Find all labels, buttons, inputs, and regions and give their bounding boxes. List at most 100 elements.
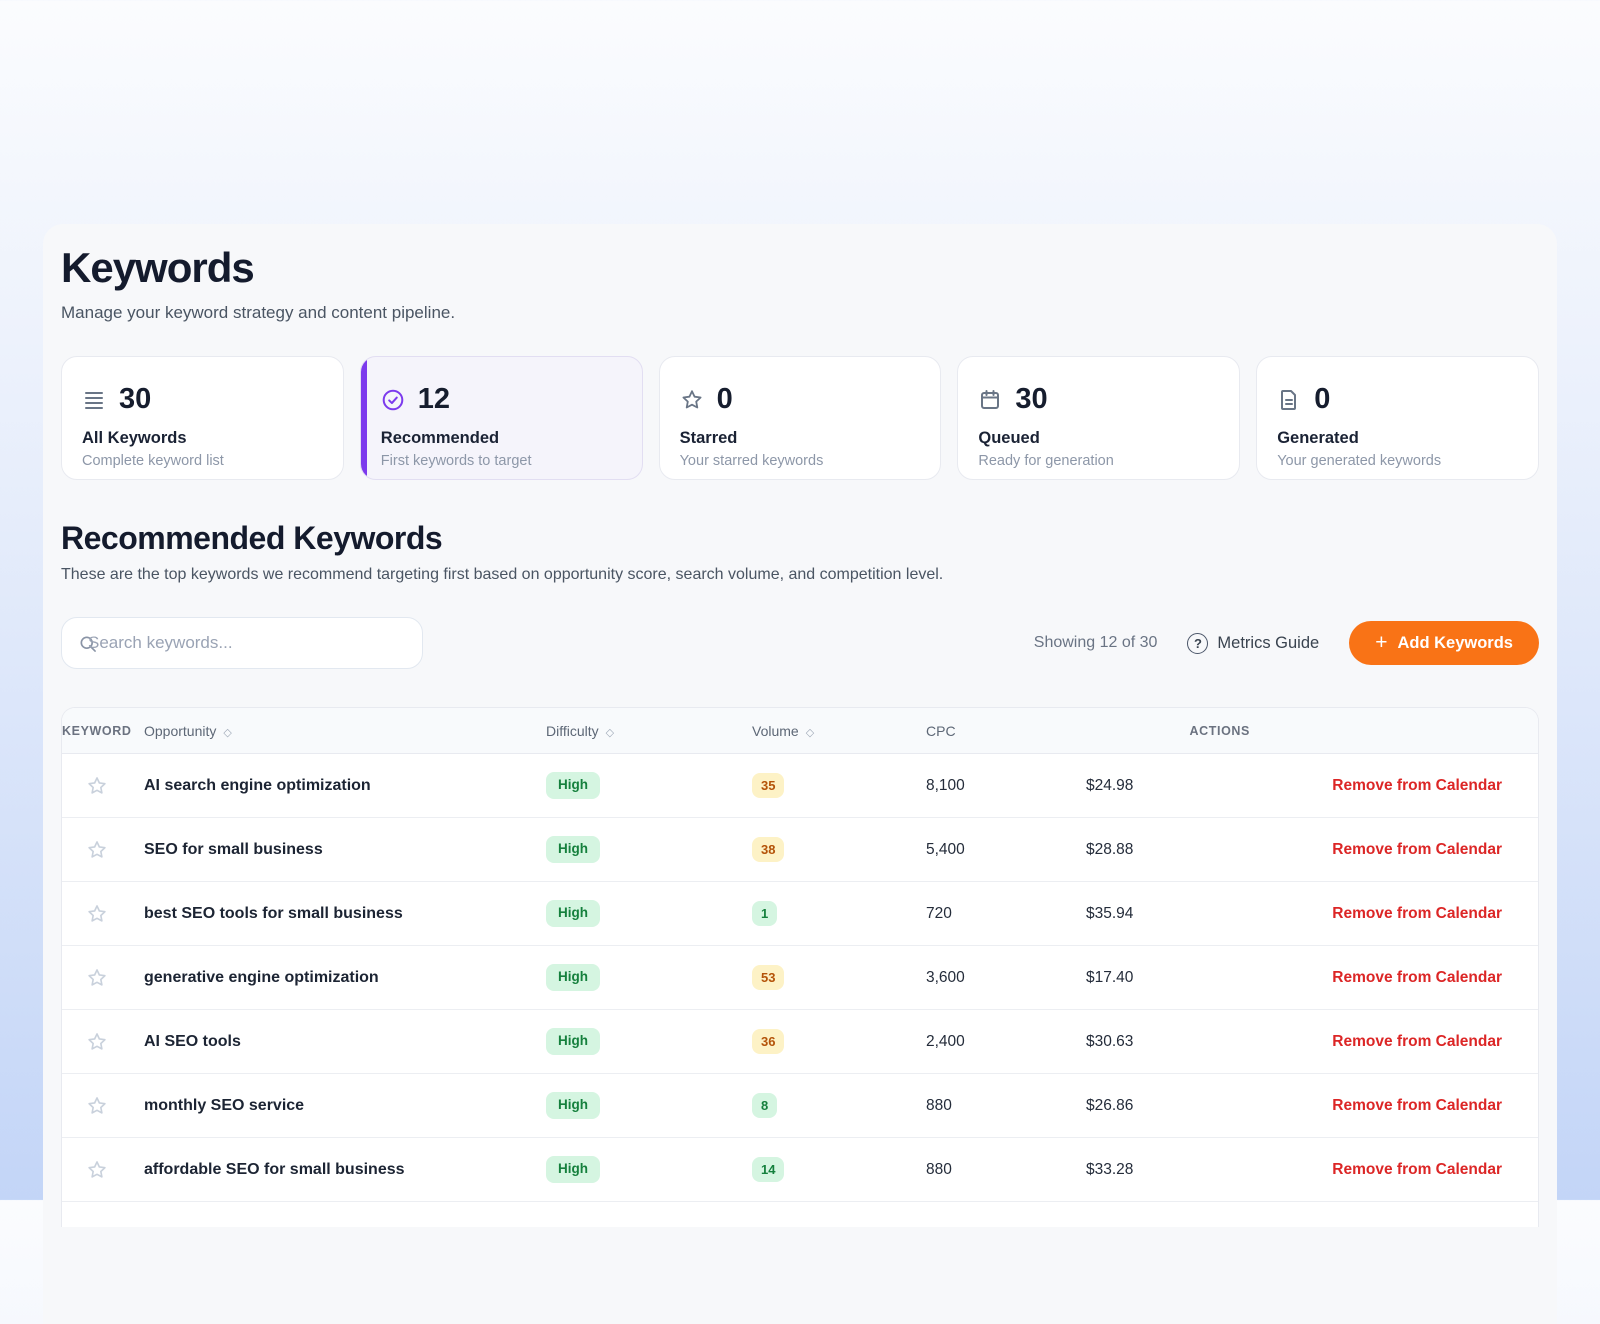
keyword-name: best SEO tools for small business [144,904,403,922]
difficulty-badge: 53 [752,964,785,991]
difficulty-badge: 1 [752,900,778,927]
remove-from-calendar-link[interactable]: Remove from Calendar [1332,776,1502,794]
remove-from-calendar-link[interactable]: Remove from Calendar [1332,1160,1502,1178]
column-header-keyword: KEYWORD [62,723,132,738]
section-title: Recommended Keywords [61,520,443,556]
stat-value: 12 [417,383,451,415]
keyword-name: AI search engine optimization [144,776,371,794]
sort-icon: ◇ [223,726,232,739]
table-row: best SEO tools for small business High 1… [62,882,1538,946]
stat-label: All Keywords [82,429,187,447]
cpc-value: $35.94 [1086,904,1134,922]
question-circle-icon: ? [1187,632,1209,654]
stat-label: Queued [978,429,1040,447]
column-header-opportunity[interactable]: Opportunity ◇ [144,722,232,739]
star-icon [680,388,704,412]
difficulty-badge: 38 [752,836,785,863]
keywords-table: KEYWORD Opportunity ◇ Difficulty ◇ Volume ◇ CPC… [61,707,1539,1227]
stat-value: 30 [1015,383,1048,415]
stat-card-all-keywords[interactable]: 30 All Keywords Complete keyword list [61,356,344,480]
stat-card-generated[interactable]: 0 Generated Your generated keywords [1256,356,1539,480]
column-header-difficulty[interactable]: Difficulty ◇ [546,722,615,739]
cpc-value: $24.98 [1086,776,1134,794]
cpc-value: $28.88 [1086,840,1134,858]
table-row: AI search engine optimization High 35 8,… [62,754,1538,818]
stat-label: Recommended [380,429,500,447]
column-header-cpc: CPC [926,722,956,739]
opportunity-badge: High [546,1156,600,1183]
document-icon [1277,388,1301,412]
remove-from-calendar-link[interactable]: Remove from Calendar [1332,968,1502,986]
search-input[interactable] [62,618,422,668]
active-accent-bar [360,357,367,479]
showing-count: Showing 12 of 30 [1033,634,1158,651]
stat-label: Starred [679,429,738,447]
toolbar-right: Showing 12 of 30 ? Metrics Guide + Add K… [1034,621,1539,665]
stat-card-queued[interactable]: 30 Queued Ready for generation [957,356,1241,480]
volume-value: 5,400 [926,840,965,858]
remove-from-calendar-link[interactable]: Remove from Calendar [1332,840,1502,858]
opportunity-badge: High [546,900,600,927]
page-title: Keywords [61,244,255,291]
volume-value: 880 [926,1096,952,1114]
stat-card-recommended[interactable]: 12 Recommended First keywords to target [359,356,643,480]
volume-value: 2,400 [926,1032,965,1050]
star-icon[interactable] [86,1095,108,1117]
star-icon[interactable] [86,1031,108,1053]
opportunity-badge: High [546,1092,600,1119]
keyword-name: AI SEO tools [144,1032,241,1050]
star-icon[interactable] [86,839,108,861]
stats-row: 30 All Keywords Complete keyword list 12 Rec… [61,356,1539,480]
stat-value: 30 [119,383,152,415]
table-row: SEO for small business High 38 5,400 $28… [62,818,1538,882]
stat-value: 0 [716,383,733,415]
keyword-name: affordable SEO for small business [144,1160,405,1178]
cpc-value: $17.40 [1086,968,1134,986]
search-box [61,617,423,669]
table-header-row: KEYWORD Opportunity ◇ Difficulty ◇ Volume ◇ CPC… [62,708,1538,754]
stat-description: First keywords to target [380,453,532,469]
opportunity-badge: High [546,964,600,991]
opportunity-badge: High [546,836,600,863]
stat-description: Your generated keywords [1277,453,1442,469]
table-row: AI SEO tools High 36 2,400 $30.63 Remove… [62,1010,1538,1074]
table-row: affordable SEO for small business High 1… [62,1138,1538,1202]
remove-from-calendar-link[interactable]: Remove from Calendar [1332,904,1502,922]
opportunity-badge: High [546,772,600,799]
star-icon[interactable] [86,775,108,797]
metrics-guide-button[interactable]: ? Metrics Guide [1187,632,1320,654]
stat-description: Complete keyword list [82,453,224,469]
add-keywords-button[interactable]: + Add Keywords [1349,621,1539,665]
table-body: AI search engine optimization High 35 8,… [62,754,1538,1202]
sort-icon: ◇ [805,726,815,739]
keyword-name: monthly SEO service [144,1096,305,1114]
metrics-guide-label: Metrics Guide [1217,633,1320,652]
calendar-icon [978,388,1002,412]
remove-from-calendar-link[interactable]: Remove from Calendar [1332,1032,1502,1050]
stat-description: Your starred keywords [679,453,824,469]
stat-card-starred[interactable]: 0 Starred Your starred keywords [658,356,942,480]
column-header-volume[interactable]: Volume ◇ [752,722,815,739]
table-row: monthly SEO service High 8 880 $26.86 Re… [62,1074,1538,1138]
star-icon[interactable] [86,967,108,989]
sort-icon: ◇ [605,726,615,739]
star-icon[interactable] [86,903,108,925]
keyword-name: generative engine optimization [144,968,379,986]
volume-value: 720 [926,904,952,922]
list-icon [82,388,106,412]
page-subtitle: Manage your keyword strategy and content… [61,303,456,322]
volume-value: 8,100 [926,776,965,794]
volume-value: 3,600 [926,968,965,986]
stat-description: Ready for generation [978,453,1114,469]
stat-value: 0 [1314,383,1331,415]
main-panel: Keywords Manage your keyword strategy an… [43,224,1557,1324]
remove-from-calendar-link[interactable]: Remove from Calendar [1332,1096,1502,1114]
add-keywords-label: Add Keywords [1397,633,1513,652]
difficulty-badge: 8 [752,1092,778,1119]
check-circle-icon [381,388,405,412]
difficulty-badge: 36 [752,1028,785,1055]
star-icon[interactable] [86,1159,108,1181]
cpc-value: $33.28 [1086,1160,1134,1178]
toolbar: Showing 12 of 30 ? Metrics Guide + Add K… [61,617,1539,669]
table-row: generative engine optimization High 53 3… [62,946,1538,1010]
